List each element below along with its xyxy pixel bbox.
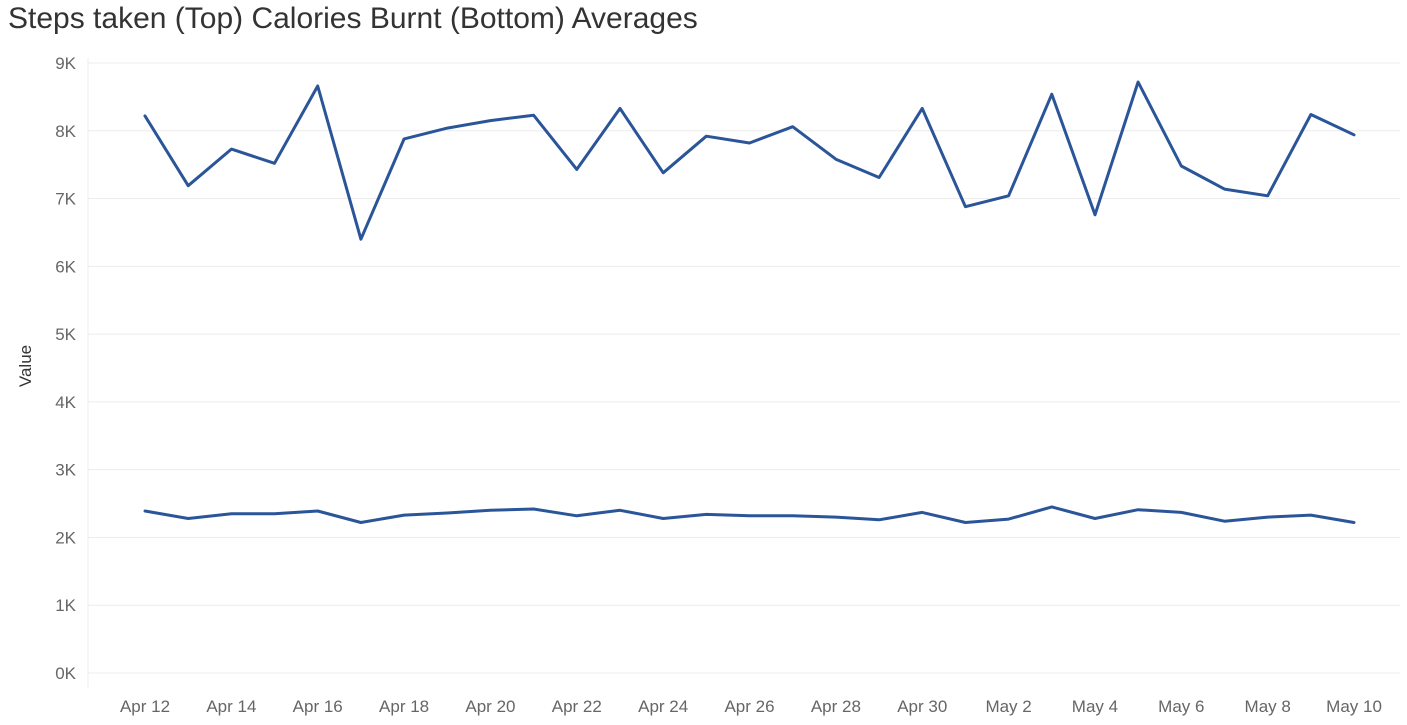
x-tick-label: May 6: [1158, 697, 1204, 716]
x-tick-label: Apr 30: [897, 697, 947, 716]
x-tick-label: Apr 14: [206, 697, 256, 716]
x-tick-label: Apr 16: [293, 697, 343, 716]
x-tick-label: Apr 24: [638, 697, 688, 716]
y-tick-label: 1K: [55, 596, 76, 615]
x-tick-label: Apr 28: [811, 697, 861, 716]
x-tick-label: Apr 18: [379, 697, 429, 716]
y-tick-label: 3K: [55, 461, 76, 480]
x-tick-label: Apr 12: [120, 697, 170, 716]
x-tick-label: Apr 20: [465, 697, 515, 716]
x-axis: Apr 12 Apr 14 Apr 16 Apr 18 Apr 20 Apr 22 Apr …: [120, 697, 1382, 716]
y-tick-label: 7K: [55, 190, 76, 209]
chart-title: Steps taken (Top) Calories Burnt (Bottom…: [8, 2, 698, 35]
x-tick-label: May 4: [1072, 697, 1118, 716]
x-tick-label: Apr 22: [552, 697, 602, 716]
steps-series-line: [143, 80, 1356, 241]
y-tick-label: 9K: [55, 54, 76, 73]
y-tick-label: 5K: [55, 325, 76, 344]
y-tick-label: 0K: [55, 664, 76, 683]
y-tick-label: 8K: [55, 122, 76, 141]
x-tick-label: May 8: [1245, 697, 1291, 716]
y-axis: 0K 1K 2K 3K 4K 5K 6K 7K 8K 9K: [55, 54, 76, 683]
gridlines: [87, 58, 1400, 688]
x-tick-label: Apr 26: [724, 697, 774, 716]
x-tick-label: May 10: [1326, 697, 1382, 716]
y-tick-label: 6K: [55, 257, 76, 276]
series-lines: [143, 80, 1356, 524]
y-axis-title: Value: [16, 345, 35, 387]
x-tick-label: May 2: [985, 697, 1031, 716]
y-tick-label: 2K: [55, 528, 76, 547]
calories-series-line: [143, 505, 1356, 524]
y-tick-label: 4K: [55, 393, 76, 412]
